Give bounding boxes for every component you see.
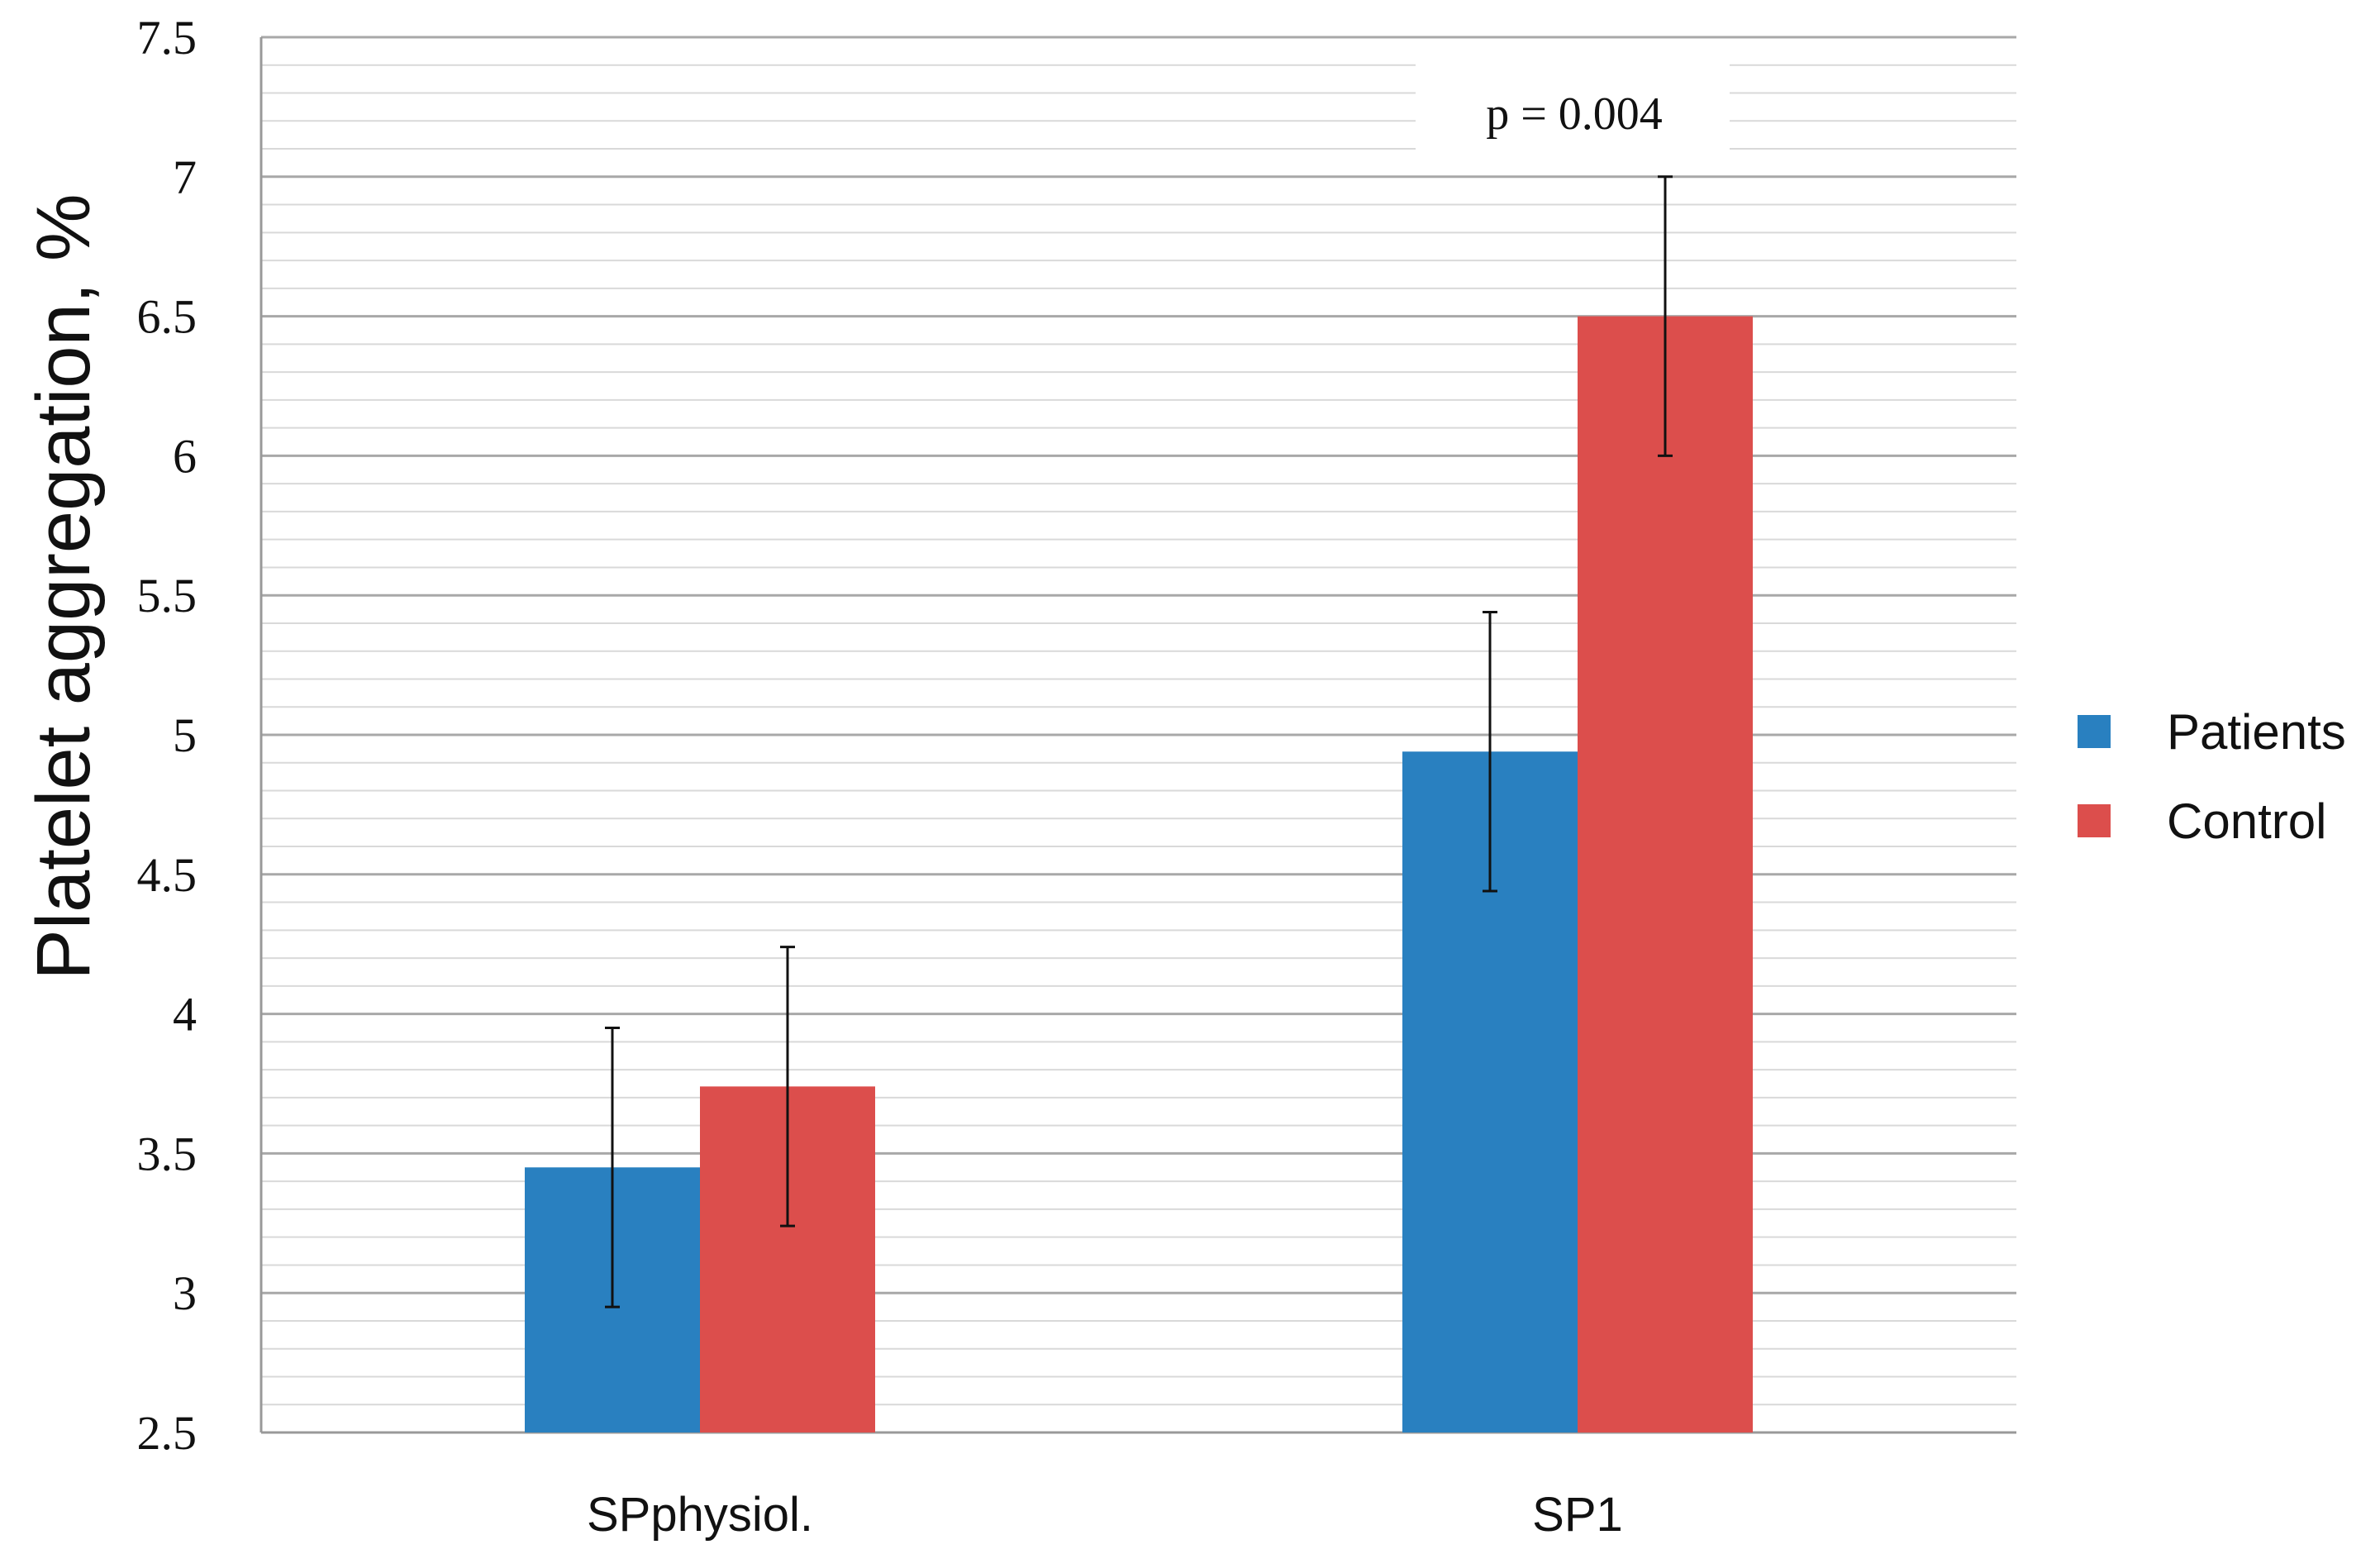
legend-swatch-patients: [2078, 715, 2111, 748]
y-axis-label: Platelet aggregation, %: [21, 193, 106, 980]
error-bars: [605, 175, 1673, 1309]
y-tick-label: 2.5: [137, 1406, 198, 1460]
x-category-label: SP1: [1532, 1488, 1623, 1542]
legend-swatch-control: [2078, 804, 2111, 837]
y-tick-label: 4.5: [137, 848, 198, 902]
annotations: p = 0.004: [1416, 62, 1730, 160]
x-category-label: SPphysiol.: [587, 1488, 813, 1542]
y-tick-label: 7.5: [137, 11, 198, 64]
legend-label-control: Control: [2167, 794, 2326, 849]
legend: Patients Control: [2078, 704, 2346, 849]
grid: [261, 36, 2016, 1434]
y-tick-label: 3.5: [137, 1127, 198, 1180]
bar-control-1: [1578, 316, 1753, 1433]
y-tick-label: 5: [173, 708, 197, 762]
y-tick-label: 7: [173, 150, 197, 204]
legend-label-patients: Patients: [2167, 704, 2346, 760]
y-tick-label: 3: [173, 1266, 197, 1320]
y-tick-label: 5.5: [137, 569, 198, 622]
p-value-annotation: p = 0.004: [1486, 88, 1663, 140]
y-tick-label: 6.5: [137, 290, 198, 344]
y-tick-label: 4: [173, 988, 197, 1042]
y-tick-label: 6: [173, 429, 197, 483]
annotation-box: [1416, 62, 1730, 160]
